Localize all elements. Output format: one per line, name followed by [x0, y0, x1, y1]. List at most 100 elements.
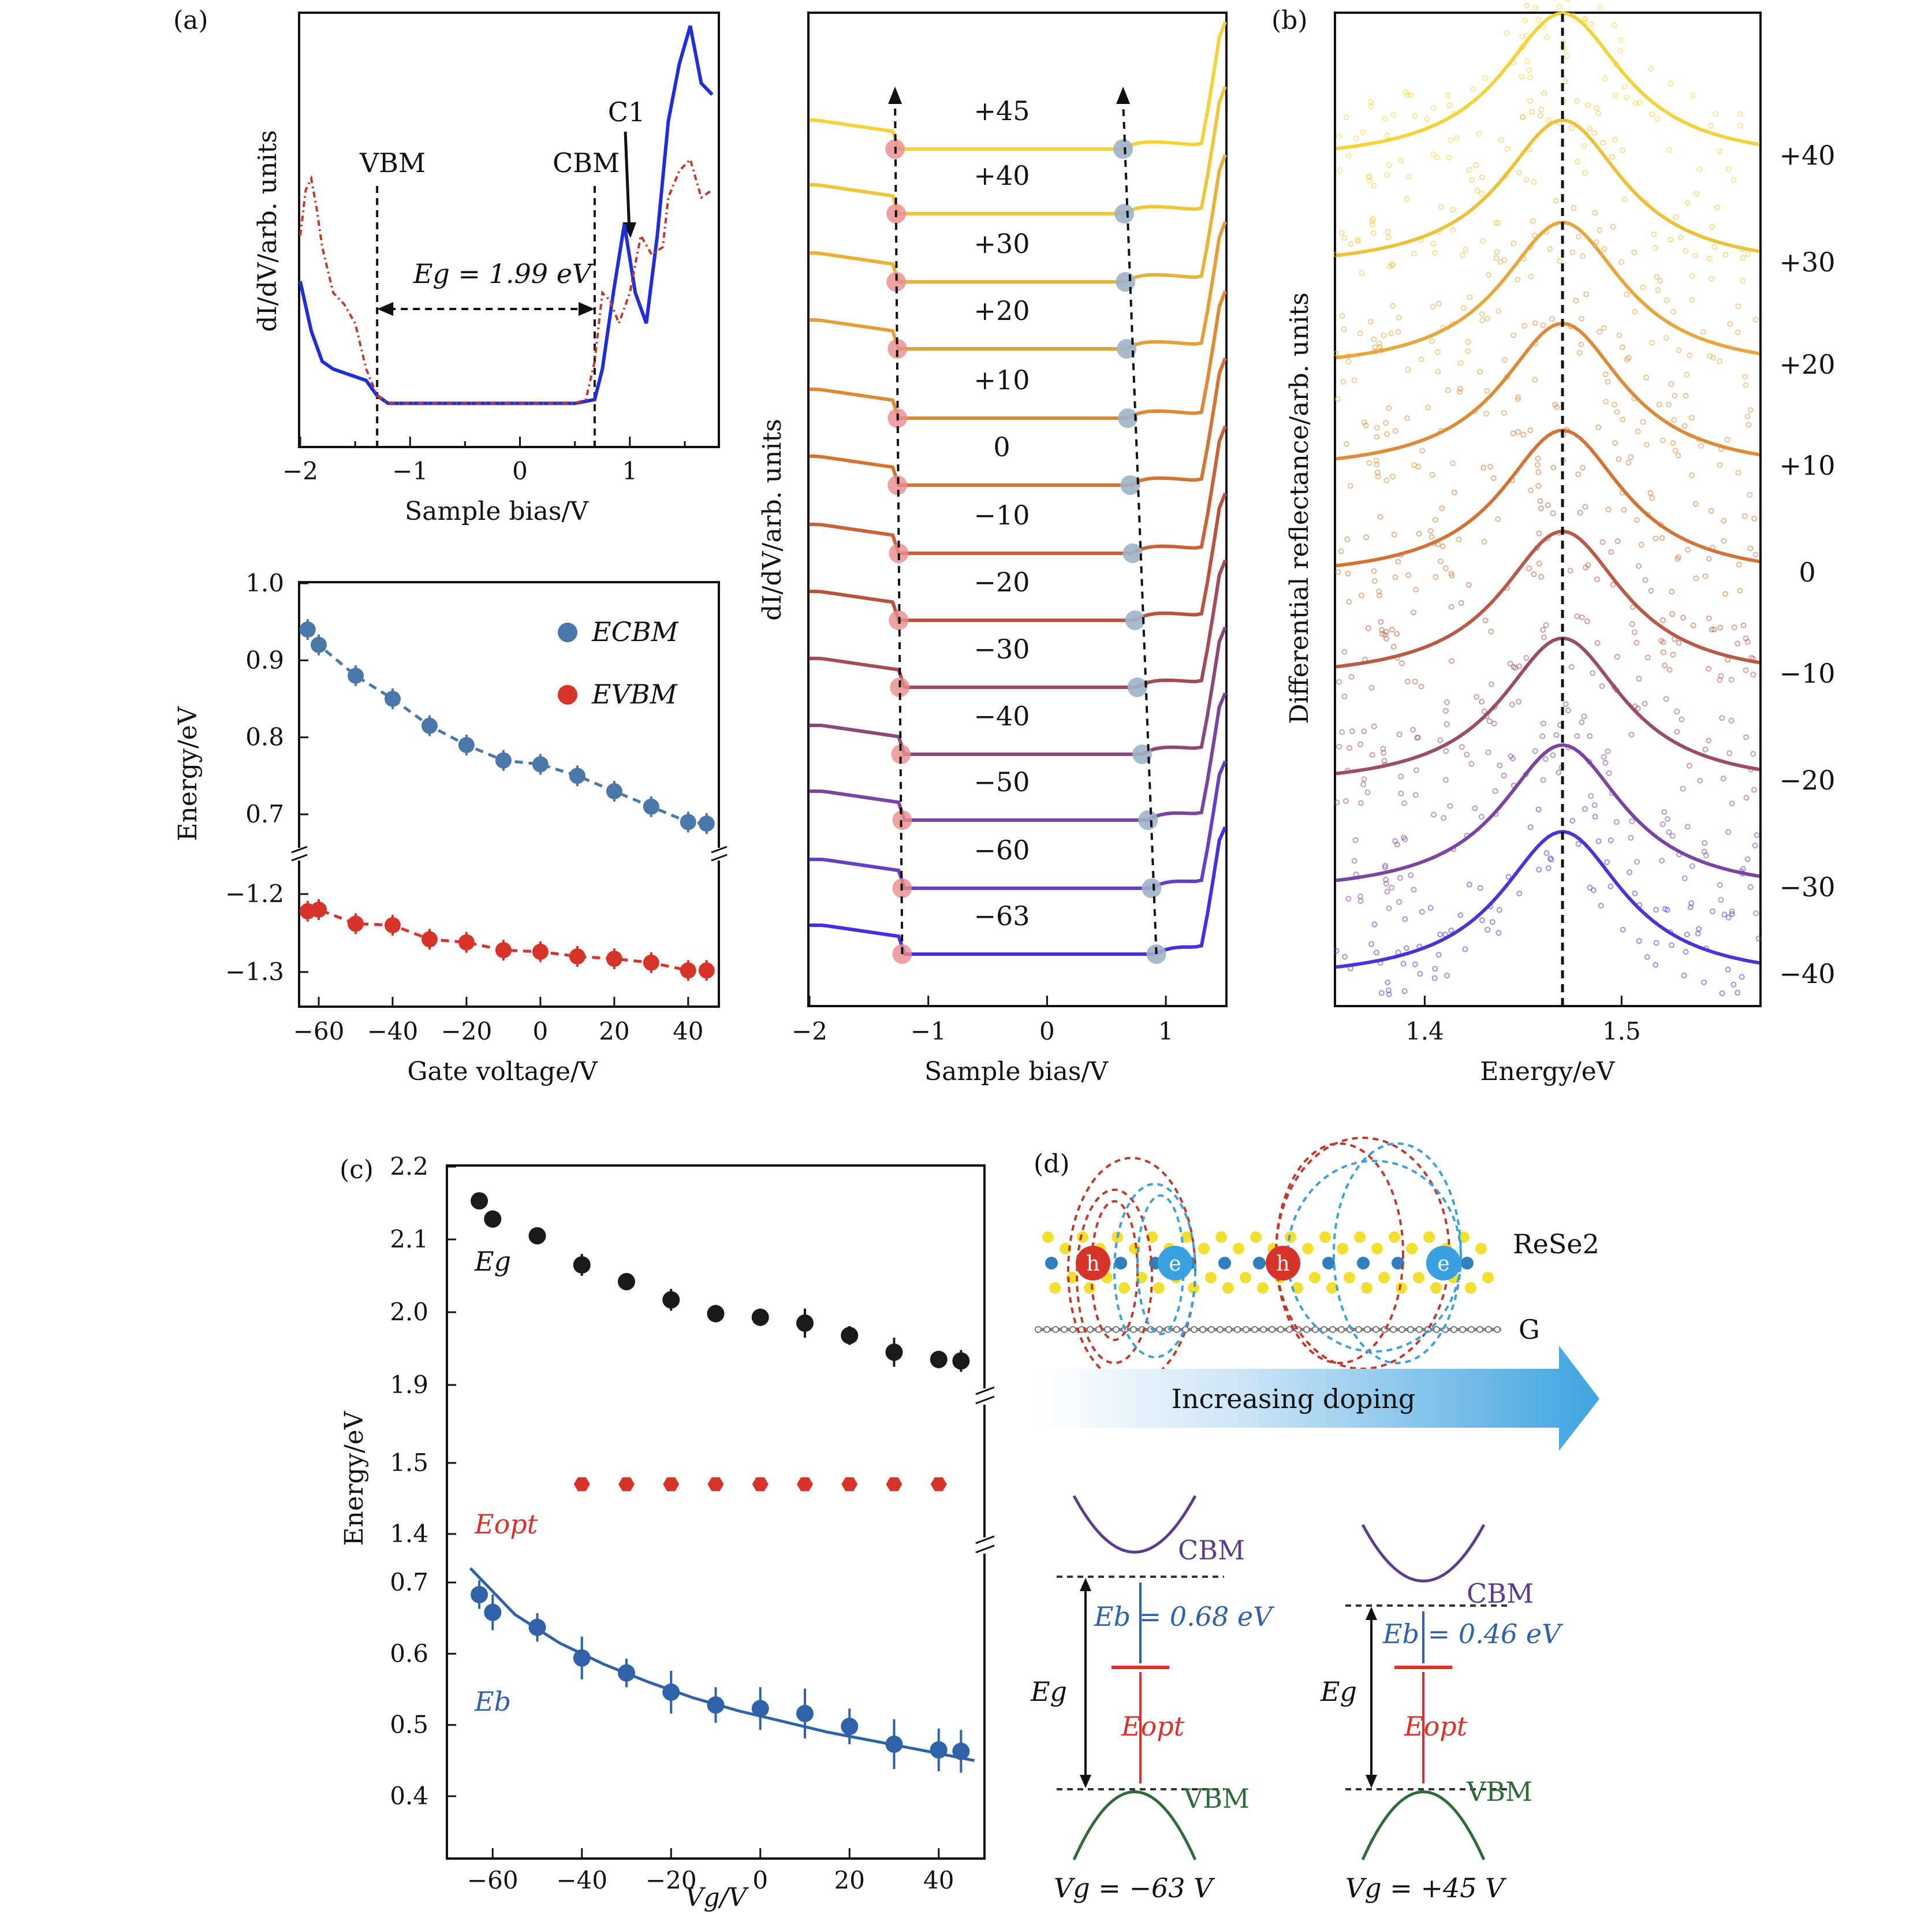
- sts-curve: [810, 492, 1227, 622]
- se-atom: [1465, 1282, 1476, 1294]
- reflectance-point: [1611, 401, 1617, 408]
- reflectance-point: [1747, 884, 1754, 890]
- reflectance-point: [1666, 666, 1673, 673]
- reflectance-point: [1495, 219, 1501, 226]
- reflectance-point: [1595, 838, 1602, 844]
- reflectance-point: [1611, 22, 1617, 28]
- reflectance-point: [1729, 800, 1735, 807]
- reflectance-point: [1653, 962, 1659, 968]
- axis-break-mark: [975, 1386, 995, 1395]
- eg-arrowhead-left: [377, 302, 394, 316]
- reflectance-point: [1338, 548, 1344, 554]
- reflectance-point: [1379, 631, 1385, 637]
- reflectance-point: [1527, 824, 1534, 831]
- re-atom: [1114, 1257, 1127, 1269]
- reflectance-point: [1371, 568, 1377, 574]
- reflectance-point: [1477, 368, 1483, 375]
- reflectance-point: [1540, 627, 1546, 633]
- reflectance-point: [1535, 455, 1541, 461]
- reflectance-point: [1497, 762, 1503, 769]
- reflectance-point: [1349, 728, 1355, 735]
- reflectance-point: [1371, 183, 1377, 189]
- reflectance-point: [1640, 284, 1646, 291]
- reflectance-point: [1333, 350, 1340, 356]
- carbon-atom: [1398, 1326, 1405, 1333]
- reflectance-point: [1366, 174, 1372, 180]
- reflectance-point: [1577, 509, 1583, 516]
- reflectance-point: [1659, 437, 1666, 444]
- reflectance-point: [1735, 303, 1741, 310]
- reflectance-point: [1405, 572, 1412, 578]
- reflectance-point: [1521, 17, 1528, 24]
- reflectance-point: [1528, 274, 1534, 280]
- se-atom: [1371, 1243, 1383, 1254]
- reflectance-point: [1357, 898, 1364, 904]
- reflectance-point: [1620, 344, 1626, 351]
- reflectance-point: [1712, 111, 1718, 117]
- reflectance-point: [1594, 105, 1600, 111]
- reflectance-point: [1384, 172, 1390, 178]
- reflectance-point: [1524, 58, 1530, 65]
- reflectance-point: [1686, 762, 1692, 769]
- reflectance-point: [1553, 732, 1560, 738]
- reflectance-point: [1656, 401, 1662, 408]
- reflectance-point: [1474, 188, 1480, 194]
- reflectance-point: [1431, 250, 1438, 256]
- reflectance-point: [1729, 911, 1735, 917]
- reflectance-point: [1432, 966, 1438, 972]
- reflectance-point: [1676, 347, 1682, 353]
- reflectance-point: [1708, 122, 1714, 129]
- exciton-orbit: [1275, 1137, 1450, 1370]
- reflectance-point: [1361, 419, 1367, 426]
- reflectance-point: [1443, 748, 1449, 754]
- reflectance-point: [1479, 311, 1485, 317]
- reflectance-point: [1448, 137, 1454, 143]
- reflectance-point: [1565, 707, 1571, 713]
- reflectance-point: [1390, 303, 1396, 309]
- reflectance-point: [1427, 904, 1434, 911]
- material-label: ReSe2: [1513, 1228, 1599, 1260]
- reflectance-point: [1381, 750, 1387, 756]
- reflectance-point: [1625, 355, 1632, 361]
- reflectance-point: [1492, 788, 1498, 794]
- reflectance-point: [1576, 349, 1583, 356]
- exciton-orbit: [1275, 1142, 1404, 1364]
- x-tick-label: 0: [512, 457, 528, 485]
- reflectance-point: [1371, 578, 1378, 584]
- reflectance-point: [1591, 210, 1598, 216]
- eg-point: [471, 1192, 488, 1210]
- reflectance-point: [1588, 21, 1594, 27]
- re-atom: [1357, 1257, 1370, 1269]
- reflectance-point: [1670, 651, 1676, 658]
- reflectance-point: [1451, 489, 1457, 496]
- re-atom: [1045, 1257, 1058, 1269]
- y-tick-label: 2.2: [390, 1152, 428, 1181]
- reflectance-point: [1424, 404, 1431, 411]
- reflectance-point: [1729, 908, 1735, 915]
- reflectance-point: [1384, 132, 1390, 139]
- reflectance-point: [1709, 224, 1715, 230]
- reflectance-point: [1335, 569, 1341, 575]
- se-atom: [1326, 1282, 1338, 1294]
- reflectance-point: [1435, 952, 1442, 958]
- x-tick-label: −20: [441, 1017, 493, 1045]
- reflectance-point: [1582, 504, 1588, 510]
- reflectance-point: [1588, 793, 1594, 799]
- sts-curve: [810, 154, 1227, 284]
- reflectance-point: [1400, 960, 1407, 967]
- carbon-atom: [1243, 1326, 1250, 1333]
- eopt-point: [752, 1477, 769, 1491]
- reflectance-point: [1695, 930, 1701, 937]
- reflectance-point: [1342, 798, 1349, 804]
- y-axis-label: Differential reflectance/arb. units: [1285, 292, 1314, 724]
- reflectance-point: [1521, 323, 1528, 329]
- reflectance-point: [1439, 543, 1446, 549]
- reflectance-point: [1371, 723, 1377, 729]
- cbm-guide-arrowhead: [1116, 87, 1131, 104]
- reflectance-point: [1550, 510, 1556, 516]
- reflectance-point: [1679, 716, 1685, 723]
- reflectance-point: [1579, 614, 1585, 620]
- reflectance-point: [1592, 814, 1598, 820]
- reflectance-point: [1684, 546, 1691, 553]
- reflectance-point: [1628, 454, 1634, 460]
